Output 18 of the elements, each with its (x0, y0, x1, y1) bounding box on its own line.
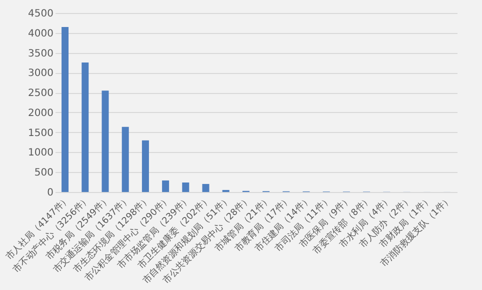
y-tick-label: 4000 (28, 28, 54, 40)
bar (62, 27, 69, 192)
bar (102, 90, 109, 192)
y-tick-label: 1500 (28, 128, 54, 139)
bar (122, 126, 129, 192)
bar (162, 180, 170, 192)
y-tick-label: 1000 (28, 148, 54, 159)
y-tick-label: 0 (47, 188, 54, 198)
y-tick-label: 2000 (28, 108, 54, 119)
y-tick-label: 2500 (28, 88, 54, 100)
y-tick-label: 3000 (28, 68, 54, 80)
bar (182, 182, 190, 192)
y-tick-label: 4500 (28, 8, 54, 20)
y-tick-label: 500 (34, 168, 54, 179)
bar (82, 62, 89, 192)
bar (142, 140, 149, 192)
y-tick-label: 3500 (28, 48, 54, 60)
bar (202, 184, 210, 192)
